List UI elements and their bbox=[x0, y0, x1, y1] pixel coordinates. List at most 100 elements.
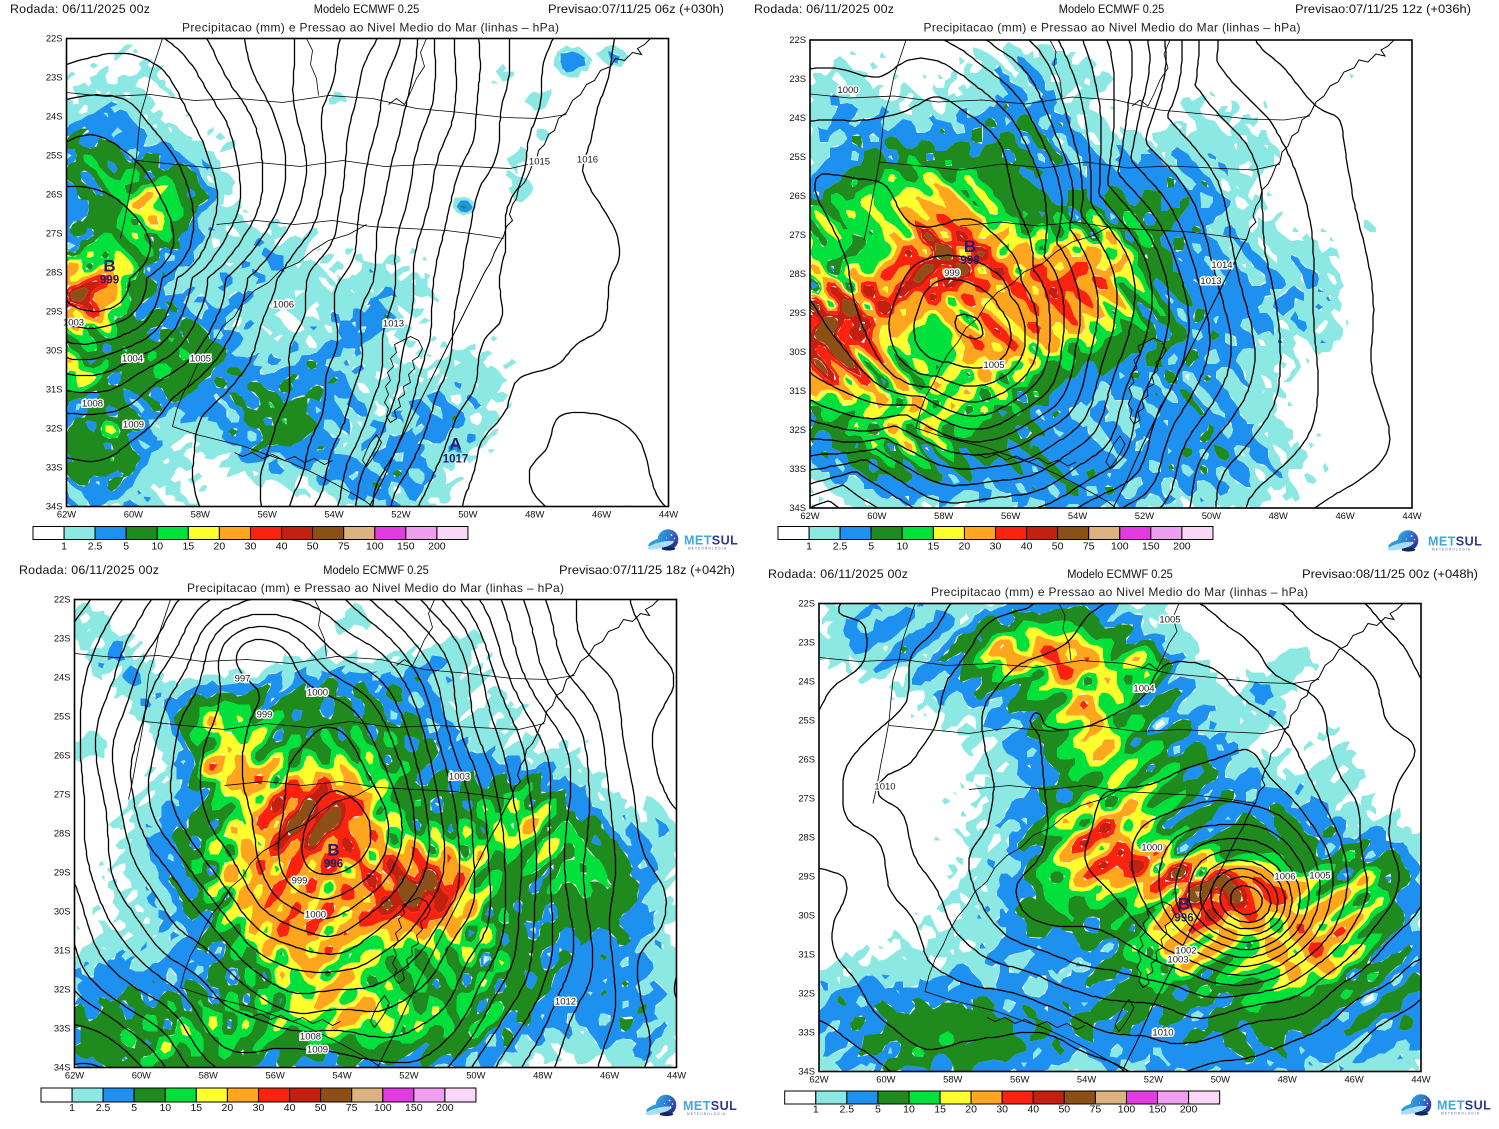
svg-text:34S: 34S bbox=[46, 501, 63, 512]
svg-text:48W: 48W bbox=[533, 1070, 552, 1081]
svg-text:METSUL: METSUL bbox=[683, 1099, 737, 1113]
svg-text:24S: 24S bbox=[46, 111, 63, 122]
svg-text:56W: 56W bbox=[266, 1070, 285, 1081]
svg-text:33S: 33S bbox=[46, 462, 63, 473]
svg-text:1005: 1005 bbox=[190, 354, 211, 365]
svg-text:15: 15 bbox=[934, 1104, 946, 1116]
svg-text:60W: 60W bbox=[124, 509, 143, 520]
svg-text:Modelo ECMWF 0.25: Modelo ECMWF 0.25 bbox=[1059, 2, 1165, 16]
svg-text:15: 15 bbox=[190, 1102, 202, 1114]
svg-text:24S: 24S bbox=[54, 672, 71, 683]
svg-text:56W: 56W bbox=[258, 509, 277, 520]
svg-text:50: 50 bbox=[307, 541, 319, 553]
svg-text:46W: 46W bbox=[600, 1070, 619, 1081]
svg-text:28S: 28S bbox=[46, 267, 63, 278]
svg-text:1013: 1013 bbox=[1200, 276, 1221, 287]
svg-text:996: 996 bbox=[324, 859, 343, 871]
svg-text:1000: 1000 bbox=[305, 910, 326, 921]
svg-text:1013: 1013 bbox=[383, 319, 404, 330]
svg-text:10: 10 bbox=[151, 541, 163, 553]
svg-text:METEOROLOGIA: METEOROLOGIA bbox=[1432, 548, 1471, 552]
svg-text:Precipitacao (mm) e Pressao ao: Precipitacao (mm) e Pressao ao Nivel Med… bbox=[187, 581, 564, 595]
svg-text:33S: 33S bbox=[798, 1027, 815, 1038]
svg-text:B: B bbox=[103, 257, 115, 276]
svg-text:31S: 31S bbox=[46, 384, 63, 395]
svg-text:30: 30 bbox=[996, 1104, 1008, 1116]
svg-text:Precipitacao (mm) e Pressao ao: Precipitacao (mm) e Pressao ao Nivel Med… bbox=[182, 21, 559, 35]
svg-text:62W: 62W bbox=[809, 1074, 828, 1085]
svg-text:75: 75 bbox=[338, 541, 350, 553]
svg-text:27S: 27S bbox=[789, 229, 806, 240]
svg-text:10: 10 bbox=[159, 1102, 171, 1114]
svg-text:20: 20 bbox=[965, 1104, 977, 1116]
svg-text:44W: 44W bbox=[1411, 1074, 1430, 1085]
svg-text:31S: 31S bbox=[798, 949, 815, 960]
svg-text:50W: 50W bbox=[466, 1070, 485, 1081]
svg-text:150: 150 bbox=[405, 1102, 423, 1114]
svg-text:1005: 1005 bbox=[1159, 615, 1180, 626]
svg-text:25S: 25S bbox=[789, 151, 806, 162]
svg-text:32S: 32S bbox=[46, 423, 63, 434]
svg-text:Previsao:07/11/25 06z (+030h): Previsao:07/11/25 06z (+030h) bbox=[548, 2, 724, 16]
svg-text:31S: 31S bbox=[789, 385, 806, 396]
svg-text:34S: 34S bbox=[789, 502, 806, 513]
svg-text:5: 5 bbox=[868, 541, 874, 553]
svg-text:23S: 23S bbox=[789, 73, 806, 84]
svg-text:200: 200 bbox=[1180, 1104, 1198, 1116]
svg-text:54W: 54W bbox=[324, 509, 343, 520]
svg-text:31S: 31S bbox=[54, 945, 71, 956]
svg-text:2.5: 2.5 bbox=[839, 1104, 854, 1116]
svg-text:1012: 1012 bbox=[555, 997, 576, 1008]
svg-text:58W: 58W bbox=[934, 510, 953, 521]
svg-text:46W: 46W bbox=[1344, 1074, 1363, 1085]
svg-text:100: 100 bbox=[1118, 1104, 1136, 1116]
svg-text:999: 999 bbox=[257, 710, 273, 721]
svg-text:1006: 1006 bbox=[273, 300, 294, 311]
svg-text:Modelo ECMWF 0.25: Modelo ECMWF 0.25 bbox=[1067, 567, 1173, 581]
svg-text:1: 1 bbox=[806, 541, 812, 553]
svg-text:996: 996 bbox=[1174, 913, 1193, 925]
svg-text:Rodada: 06/11/2025 00z: Rodada: 06/11/2025 00z bbox=[10, 2, 150, 16]
svg-text:32S: 32S bbox=[789, 424, 806, 435]
svg-text:5: 5 bbox=[131, 1102, 137, 1114]
svg-text:100: 100 bbox=[374, 1102, 392, 1114]
svg-text:Modelo ECMWF 0.25: Modelo ECMWF 0.25 bbox=[323, 563, 429, 577]
svg-text:52W: 52W bbox=[399, 1070, 418, 1081]
svg-text:34S: 34S bbox=[54, 1062, 71, 1073]
svg-text:23S: 23S bbox=[798, 637, 815, 648]
svg-text:10: 10 bbox=[896, 541, 908, 553]
svg-text:999: 999 bbox=[100, 275, 119, 287]
svg-text:998: 998 bbox=[960, 255, 980, 267]
svg-text:58W: 58W bbox=[199, 1070, 218, 1081]
svg-text:52W: 52W bbox=[391, 509, 410, 520]
svg-text:40: 40 bbox=[1027, 1104, 1039, 1116]
svg-text:29S: 29S bbox=[798, 871, 815, 882]
svg-text:27S: 27S bbox=[46, 228, 63, 239]
svg-text:1010: 1010 bbox=[874, 782, 895, 793]
svg-text:60W: 60W bbox=[876, 1074, 895, 1085]
svg-text:150: 150 bbox=[1149, 1104, 1167, 1116]
svg-text:25S: 25S bbox=[46, 150, 63, 161]
svg-text:24S: 24S bbox=[789, 112, 806, 123]
svg-text:999: 999 bbox=[292, 876, 308, 887]
svg-text:15: 15 bbox=[182, 541, 194, 553]
svg-text:20: 20 bbox=[222, 1102, 234, 1114]
svg-text:1010: 1010 bbox=[1152, 1028, 1173, 1039]
svg-text:28S: 28S bbox=[798, 832, 815, 843]
svg-text:20: 20 bbox=[959, 541, 971, 553]
svg-text:29S: 29S bbox=[46, 306, 63, 317]
svg-text:Rodada: 06/11/2025 00z: Rodada: 06/11/2025 00z bbox=[19, 563, 159, 577]
svg-text:50W: 50W bbox=[1202, 510, 1221, 521]
svg-text:1000: 1000 bbox=[1141, 843, 1162, 854]
svg-text:75: 75 bbox=[1083, 541, 1095, 553]
svg-text:52W: 52W bbox=[1135, 510, 1154, 521]
svg-text:1000: 1000 bbox=[307, 688, 328, 699]
svg-text:1004: 1004 bbox=[1133, 684, 1154, 695]
svg-text:62W: 62W bbox=[800, 510, 819, 521]
svg-text:40: 40 bbox=[276, 541, 288, 553]
svg-text:997: 997 bbox=[235, 674, 251, 685]
svg-text:Rodada: 06/11/2025 00z: Rodada: 06/11/2025 00z bbox=[768, 567, 908, 581]
svg-text:200: 200 bbox=[1173, 541, 1191, 553]
svg-text:62W: 62W bbox=[65, 1070, 84, 1081]
svg-text:Precipitacao (mm) e Pressao ao: Precipitacao (mm) e Pressao ao Nivel Med… bbox=[931, 585, 1308, 599]
